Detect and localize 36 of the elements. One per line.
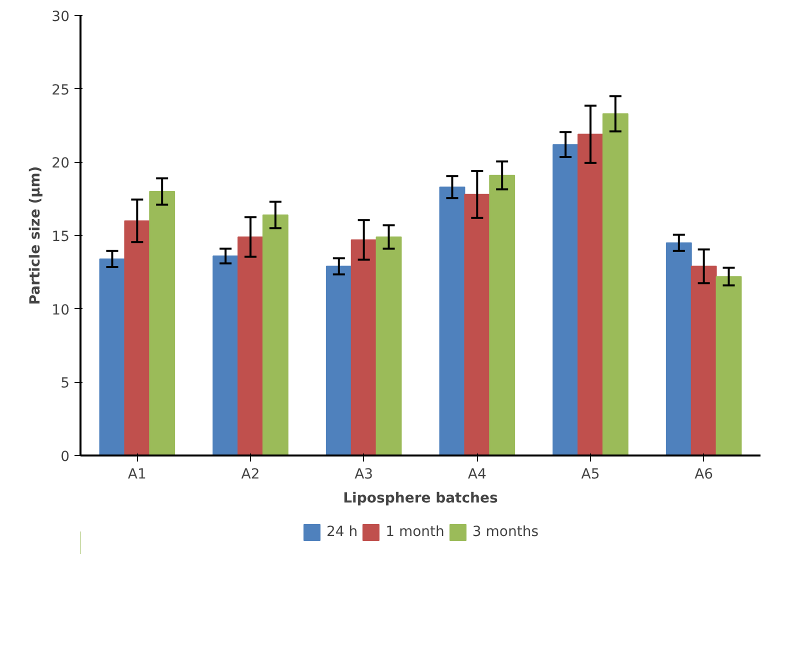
legend-label: 24 h xyxy=(326,524,358,540)
bar xyxy=(602,113,628,456)
bar xyxy=(690,266,717,456)
x-axis-title: Liposphere batches xyxy=(343,490,498,506)
bar xyxy=(439,186,466,456)
bar xyxy=(464,194,490,456)
bar xyxy=(99,258,126,456)
bar xyxy=(716,276,742,456)
bar xyxy=(238,236,264,456)
bar xyxy=(326,266,352,456)
y-tick-label: 10 xyxy=(52,302,70,318)
x-tick-label: A2 xyxy=(241,466,260,482)
y-tick-label: 15 xyxy=(52,229,70,245)
bar xyxy=(376,236,402,456)
y-tick-label: 20 xyxy=(52,156,70,172)
y-axis-title: Particle size (µm) xyxy=(28,166,44,305)
x-tick-label: A6 xyxy=(694,466,714,482)
legend-label: 3 months xyxy=(472,524,539,540)
bar xyxy=(212,256,239,456)
bar xyxy=(350,239,377,456)
x-tick-label: A1 xyxy=(128,466,146,482)
bar xyxy=(149,191,176,456)
bar xyxy=(552,144,579,456)
x-tick-label: A5 xyxy=(581,466,600,482)
bar xyxy=(489,174,516,456)
bar xyxy=(578,134,604,456)
x-tick-label: A3 xyxy=(354,466,374,482)
bar xyxy=(666,242,692,456)
y-tick-label: 30 xyxy=(52,9,70,25)
y-tick-label: 5 xyxy=(60,376,70,392)
x-tick-label: A4 xyxy=(468,466,486,482)
y-tick-label: 0 xyxy=(60,449,70,465)
y-tick-label: 25 xyxy=(52,82,70,98)
legend-label: 1 month xyxy=(386,524,444,540)
bar xyxy=(262,214,288,456)
bar xyxy=(124,220,150,456)
